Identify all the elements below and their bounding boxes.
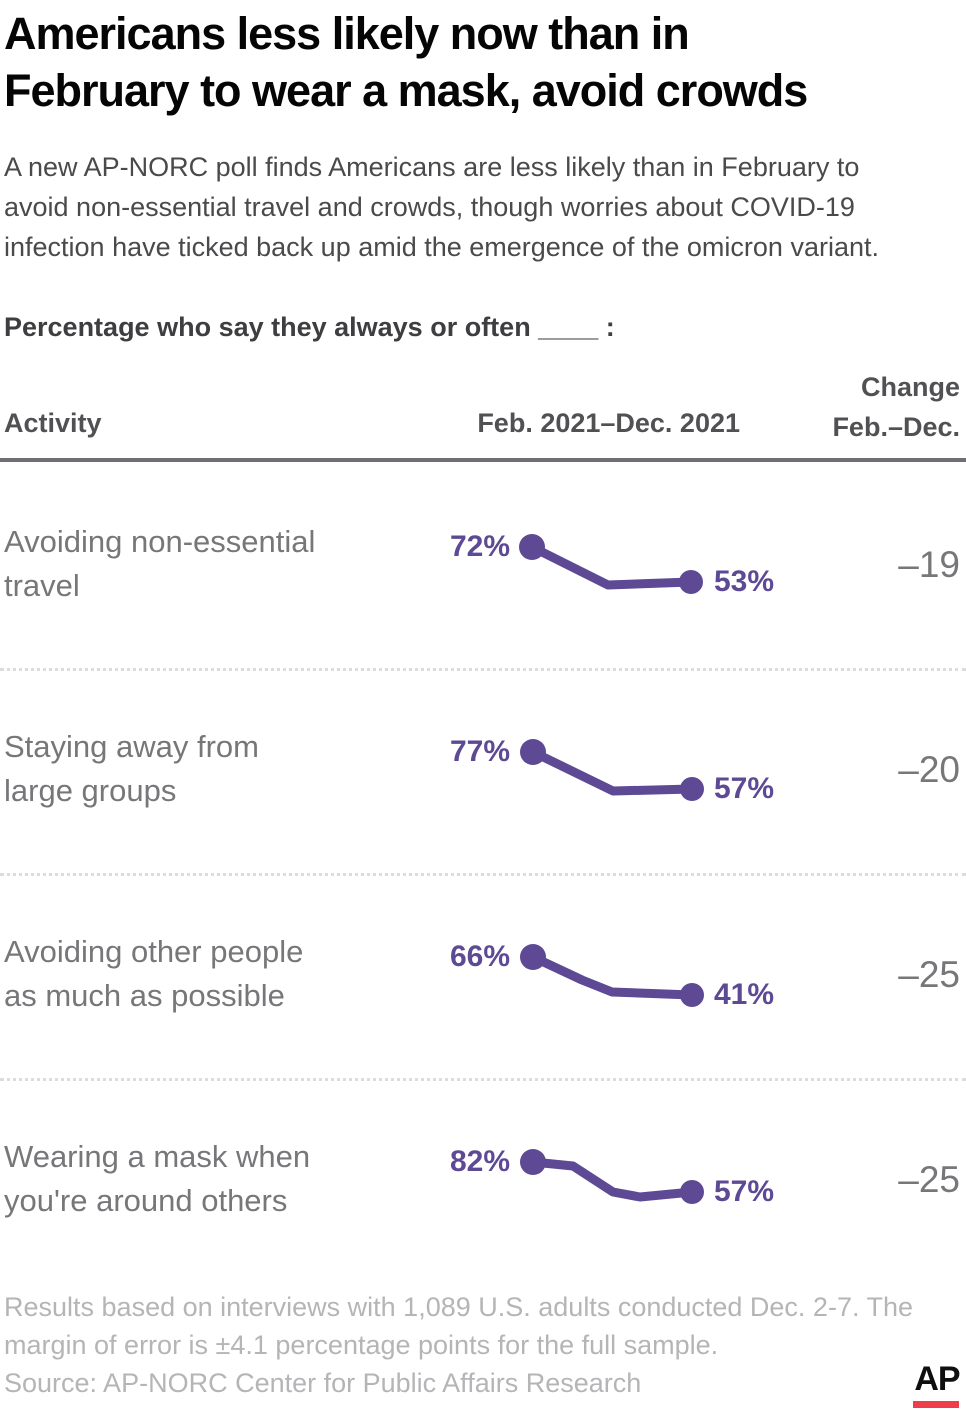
change-value: –25 — [898, 1159, 960, 1200]
change-value: –20 — [898, 749, 960, 790]
methodology-note: Results based on interviews with 1,089 U… — [4, 1292, 913, 1361]
lead-in-text: Percentage who say they always or often … — [4, 312, 615, 342]
ap-logo-text: AP — [914, 1360, 960, 1398]
column-header-trend: Feb. 2021–Dec. 2021 — [477, 408, 740, 438]
column-header-activity: Activity — [4, 408, 102, 438]
end-value-label: 57% — [714, 1175, 775, 1208]
change-value: –19 — [898, 544, 960, 585]
table-row: Avoiding non-essential travel 72% 53% –1… — [0, 470, 966, 675]
trend-sparkline — [520, 944, 704, 1007]
ap-logo-red-bar — [913, 1401, 959, 1408]
end-value-label: 57% — [714, 772, 775, 805]
end-value-label: 53% — [714, 565, 775, 598]
row-separator — [0, 668, 966, 671]
row-separator — [0, 873, 966, 876]
table-row: Wearing a mask when you're around others… — [0, 1085, 966, 1290]
activity-label: Staying away from large groups — [4, 729, 259, 809]
header-divider-rule — [0, 458, 966, 462]
activity-label: Wearing a mask when you're around others — [4, 1139, 311, 1219]
activity-label: Avoiding other people as much as possibl… — [4, 934, 304, 1014]
start-value-label: 66% — [449, 940, 510, 973]
table-row: Staying away from large groups 77% 57% –… — [0, 675, 966, 880]
start-value-label: 82% — [449, 1145, 510, 1178]
start-value-label: 77% — [449, 735, 510, 768]
table-row: Avoiding other people as much as possibl… — [0, 880, 966, 1085]
row-separator — [0, 1078, 966, 1081]
trend-sparkline — [520, 739, 704, 801]
change-value: –25 — [898, 954, 960, 995]
subtitle: A new AP-NORC poll finds Americans are l… — [4, 152, 879, 262]
ap-logo: AP — [913, 1360, 961, 1408]
start-value-label: 72% — [449, 530, 510, 563]
activity-label: Avoiding non-essential travel — [4, 524, 316, 604]
page-title: Americans less likely now than in Februa… — [4, 8, 808, 116]
end-value-label: 41% — [714, 978, 775, 1011]
trend-sparkline — [519, 534, 703, 594]
trend-sparkline — [520, 1149, 704, 1204]
source-credit: Source: AP-NORC Center for Public Affair… — [4, 1368, 642, 1398]
column-header-change: Change Feb.–Dec. — [832, 372, 960, 442]
